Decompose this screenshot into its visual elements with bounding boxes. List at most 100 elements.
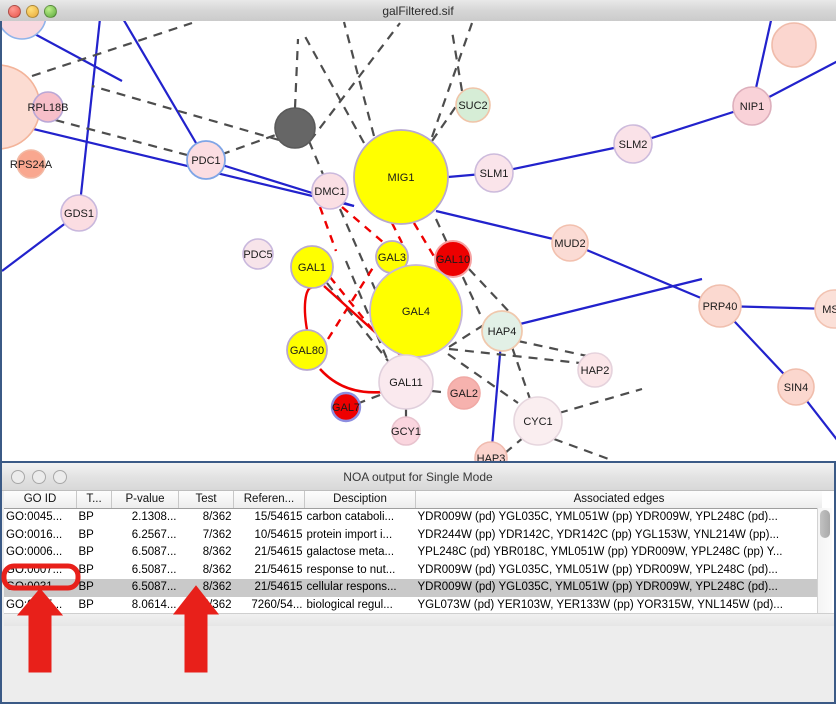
table-row[interactable]: GO:0006... BP 6.5087... 8/362 21/54615 g…	[4, 544, 822, 562]
column-header-p-value[interactable]: P-value	[111, 491, 179, 509]
table-row[interactable]: GO:0065... BP 8.0614... 94/362 7260/54..…	[4, 597, 822, 614]
table-row[interactable]: GO:0045... BP 2.1308... 8/362 15/54615 c…	[4, 509, 822, 527]
table-body: GO:0045... BP 2.1308... 8/362 15/54615 c…	[4, 509, 822, 614]
node-GCY1[interactable]	[391, 416, 421, 446]
cell-go-id: GO:0016...	[6, 528, 63, 541]
cell-description: biological regul...	[306, 598, 393, 611]
node-GAL7[interactable]	[330, 391, 362, 423]
window-traffic-lights[interactable]	[8, 5, 57, 18]
node-GAL10[interactable]	[434, 240, 472, 278]
node-GAL2[interactable]	[447, 376, 481, 410]
dialog-traffic-lights[interactable]	[11, 470, 67, 484]
label-GAL10: GAL10	[436, 254, 470, 266]
cell-description: galactose meta...	[306, 546, 395, 558]
node-RPL18B[interactable]	[32, 91, 64, 123]
table-row[interactable]: GO:0007... BP 6.5087... 8/362 21/54615 r…	[4, 562, 822, 580]
edge-group-blue	[2, 21, 836, 459]
cell-test: 8/362	[202, 563, 232, 576]
node-MSI[interactable]	[814, 289, 836, 329]
label-SIN4: SIN4	[784, 382, 808, 394]
cell-test: 94/362	[196, 598, 232, 611]
network-canvas[interactable]: RPL18B RPS24A GDS1 PDC1 PDC5 DMC1 MIG1 S…	[0, 21, 836, 461]
cell-type: BP	[78, 528, 94, 541]
column-header-reference[interactable]: Referen...	[233, 491, 305, 509]
label-RPS24A: RPS24A	[10, 159, 53, 171]
node-DMC1[interactable]	[311, 172, 349, 210]
label-NIP1: NIP1	[740, 101, 764, 113]
node-unlabeled-topleft[interactable]	[2, 21, 47, 40]
label-SLM1: SLM1	[480, 168, 509, 180]
dialog-minimize-button[interactable]	[32, 470, 46, 484]
node-GAL11[interactable]	[378, 354, 434, 410]
dialog-close-button[interactable]	[11, 470, 25, 484]
zoom-button[interactable]	[44, 5, 57, 18]
noa-results-table-container[interactable]: GO ID T... P-value Test Referen... Desci…	[4, 491, 834, 613]
node-HAP4[interactable]	[481, 310, 523, 352]
node-HAP3[interactable]	[474, 441, 508, 461]
column-header-type[interactable]: T...	[76, 491, 112, 509]
dialog-titlebar: NOA output for Single Mode	[2, 463, 834, 491]
cell-test: 8/362	[202, 546, 232, 558]
cell-reference: 21/54615	[254, 546, 303, 558]
table-row[interactable]: GO:0016... BP 6.2567... 7/362 10/54615 p…	[4, 527, 822, 545]
node-SIN4[interactable]	[777, 368, 815, 406]
column-header-description[interactable]: Desciption	[304, 491, 416, 509]
table-horizontal-scrollbar[interactable]	[4, 613, 834, 626]
label-HAP4: HAP4	[488, 326, 517, 338]
cell-edges: YDR009W (pd) YGL035C, YML051W (pp) YDR00…	[417, 511, 778, 523]
node-SUC2[interactable]	[455, 87, 491, 123]
node-RPS24A[interactable]	[16, 149, 46, 179]
node-HAP2[interactable]	[577, 352, 613, 388]
cell-description: cellular respons...	[304, 579, 416, 597]
node-unlabeled-topright[interactable]	[771, 22, 817, 68]
label-PDC1: PDC1	[191, 155, 220, 167]
scrollbar-thumb[interactable]	[820, 510, 830, 538]
edge-group-gray-dashed	[31, 21, 643, 461]
node-SLM2[interactable]	[613, 124, 653, 164]
cell-edges: YDR244W (pp) YDR142C, YDR142C (pp) YGL15…	[417, 528, 780, 541]
node-MIG1[interactable]	[353, 129, 449, 225]
close-button[interactable]	[8, 5, 21, 18]
node-MUD2[interactable]	[551, 224, 589, 262]
dialog-zoom-button[interactable]	[53, 470, 67, 484]
label-GAL7: GAL7	[332, 402, 360, 414]
label-GAL1: GAL1	[298, 262, 326, 274]
cell-type: BP	[78, 598, 94, 611]
cell-edges: YDR009W (pd) YGL035C, YML051W (pp) YDR00…	[417, 563, 778, 576]
node-GAL80[interactable]	[286, 329, 328, 371]
cell-type: BP	[78, 511, 94, 523]
table-row-selected[interactable]: GO:0031... BP 6.5087... 8/362 21/54615 c…	[4, 579, 822, 597]
noa-output-dialog: NOA output for Single Mode GO ID T... P-…	[0, 461, 836, 704]
node-PDC5[interactable]	[242, 238, 274, 270]
node-PDC1[interactable]	[186, 140, 226, 180]
column-header-go-id[interactable]: GO ID	[4, 491, 77, 509]
node-CYC1[interactable]	[513, 396, 563, 446]
column-header-associated-edges[interactable]: Associated edges	[415, 491, 822, 509]
cell-test: 8/362	[202, 511, 232, 523]
node-PRP40[interactable]	[698, 284, 742, 328]
cell-type: BP	[76, 579, 112, 597]
label-GDS1: GDS1	[64, 208, 94, 220]
node-GAL1[interactable]	[290, 245, 334, 289]
window-titlebar: galFiltered.sif	[0, 0, 836, 22]
label-SUC2: SUC2	[458, 100, 487, 112]
node-unlabeled-dark[interactable]	[274, 107, 316, 149]
cell-description: response to nut...	[306, 563, 396, 576]
node-label-group: RPL18B RPS24A GDS1 PDC1 PDC5 DMC1 MIG1 S…	[10, 100, 836, 461]
dialog-title: NOA output for Single Mode	[343, 469, 493, 484]
window-title: galFiltered.sif	[382, 3, 454, 18]
cell-go-id: GO:0045...	[6, 511, 63, 523]
label-SLM2: SLM2	[619, 139, 648, 151]
node-GDS1[interactable]	[60, 194, 98, 232]
cell-edges: YGL073W (pd) YER103W, YER133W (pp) YOR31…	[417, 598, 783, 611]
node-NIP1[interactable]	[732, 86, 772, 126]
table-header-row: GO ID T... P-value Test Referen... Desci…	[4, 491, 822, 509]
column-header-test[interactable]: Test	[178, 491, 234, 509]
table-vertical-scrollbar[interactable]	[817, 508, 832, 613]
label-GAL2: GAL2	[450, 388, 478, 400]
minimize-button[interactable]	[26, 5, 39, 18]
label-GCY1: GCY1	[391, 426, 421, 438]
node-SLM1[interactable]	[474, 153, 514, 193]
label-DMC1: DMC1	[314, 186, 345, 198]
